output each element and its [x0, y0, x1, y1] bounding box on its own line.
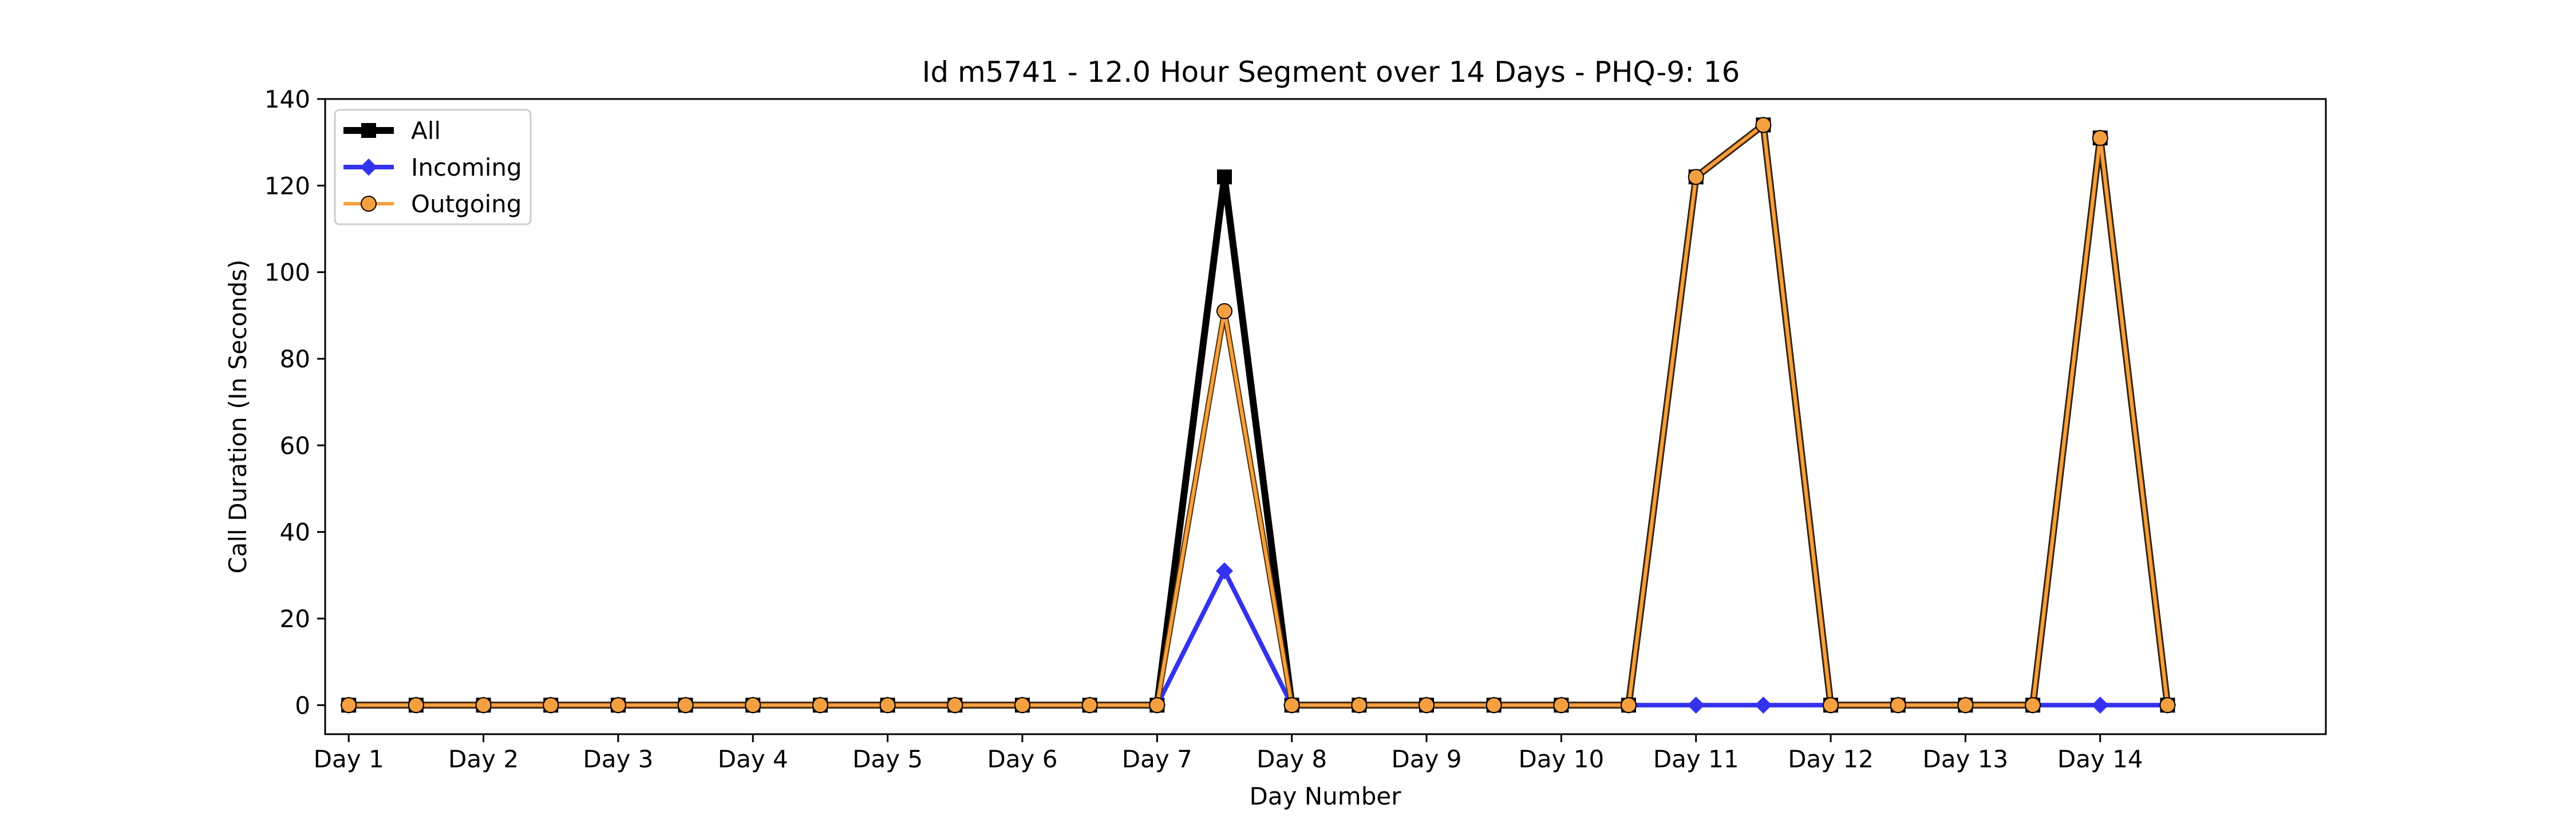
series-incoming — [340, 562, 2176, 714]
data-point — [408, 697, 424, 714]
data-point — [1215, 562, 1233, 580]
legend-label: Incoming — [411, 153, 522, 181]
data-point — [341, 697, 357, 714]
series-outgoing — [341, 117, 2176, 714]
data-point — [1687, 696, 1705, 714]
y-tick-label: 20 — [280, 605, 310, 633]
data-point — [610, 697, 626, 714]
x-tick-label: Day 14 — [2057, 745, 2143, 773]
data-point — [1890, 697, 1906, 714]
x-tick-label: Day 5 — [852, 745, 923, 773]
y-tick-label: 0 — [295, 691, 310, 719]
y-tick-label: 140 — [264, 85, 310, 113]
x-tick-label: Day 8 — [1257, 745, 1327, 773]
legend-label: All — [411, 117, 441, 145]
legend-marker — [360, 159, 377, 176]
data-point — [1957, 697, 1974, 714]
x-tick-label: Day 10 — [1519, 745, 1605, 773]
data-point — [1216, 169, 1232, 185]
x-axis-label: Day Number — [1249, 782, 1401, 810]
series-line — [349, 118, 2171, 709]
data-point — [2025, 697, 2041, 714]
data-point — [1755, 117, 1772, 133]
data-point — [1755, 696, 1772, 714]
x-tick-label: Day 9 — [1392, 745, 1462, 773]
data-point — [2091, 696, 2109, 714]
data-point — [1823, 697, 1839, 714]
legend-marker — [361, 196, 377, 212]
data-point — [677, 697, 694, 714]
y-tick-label: 40 — [280, 518, 310, 546]
legend-label: Outgoing — [411, 190, 521, 218]
x-tick-label: Day 1 — [314, 745, 384, 773]
data-point — [812, 697, 828, 714]
data-point — [1149, 697, 1165, 714]
data-point — [1081, 697, 1098, 714]
y-tick-label: 120 — [264, 172, 310, 200]
y-tick-label: 100 — [264, 259, 310, 287]
data-point — [543, 697, 559, 714]
series-line — [349, 121, 2170, 707]
data-point — [1283, 697, 1300, 714]
data-point — [879, 697, 896, 714]
legend-box — [334, 109, 532, 225]
data-point — [1688, 169, 1704, 185]
data-point — [2092, 130, 2108, 146]
chart-title: Id m5741 - 12.0 Hour Segment over 14 Day… — [922, 56, 1740, 89]
data-point — [1485, 697, 1502, 714]
legend: All Incoming Outgoing — [334, 109, 532, 225]
x-tick-label: Day 12 — [1788, 745, 1874, 773]
x-tick-label: Day 7 — [1122, 745, 1192, 773]
data-point — [1621, 697, 1637, 714]
data-point — [1014, 697, 1030, 714]
x-axis: Day 1 Day 2 Day 3 Day 4 Day 5 Day 6 Day 7 Day 8… — [314, 734, 2143, 773]
x-tick-label: Day 3 — [583, 745, 653, 773]
x-tick-label: Day 13 — [1923, 745, 2009, 773]
y-axis: 0 20 40 60 80 100 120 140 — [264, 85, 325, 719]
data-point — [1216, 303, 1232, 319]
data-point — [475, 697, 492, 714]
y-tick-label: 60 — [280, 431, 310, 459]
series-all — [341, 117, 2175, 713]
plot-area — [324, 98, 2327, 735]
x-tick-label: Day 6 — [987, 745, 1057, 773]
y-axis-label: Call Duration (In Seconds) — [224, 259, 252, 573]
series-layer — [340, 117, 2176, 714]
data-point — [1553, 697, 1570, 714]
data-point — [947, 697, 963, 714]
series-line — [349, 565, 2168, 708]
data-point — [745, 697, 761, 714]
x-tick-label: Day 4 — [718, 745, 788, 773]
data-point — [2159, 697, 2176, 714]
y-tick-label: 80 — [280, 345, 310, 373]
x-tick-label: Day 2 — [448, 745, 519, 773]
legend-marker — [361, 123, 376, 138]
x-tick-label: Day 11 — [1653, 745, 1739, 773]
data-point — [1419, 697, 1435, 714]
data-point — [1351, 697, 1368, 714]
